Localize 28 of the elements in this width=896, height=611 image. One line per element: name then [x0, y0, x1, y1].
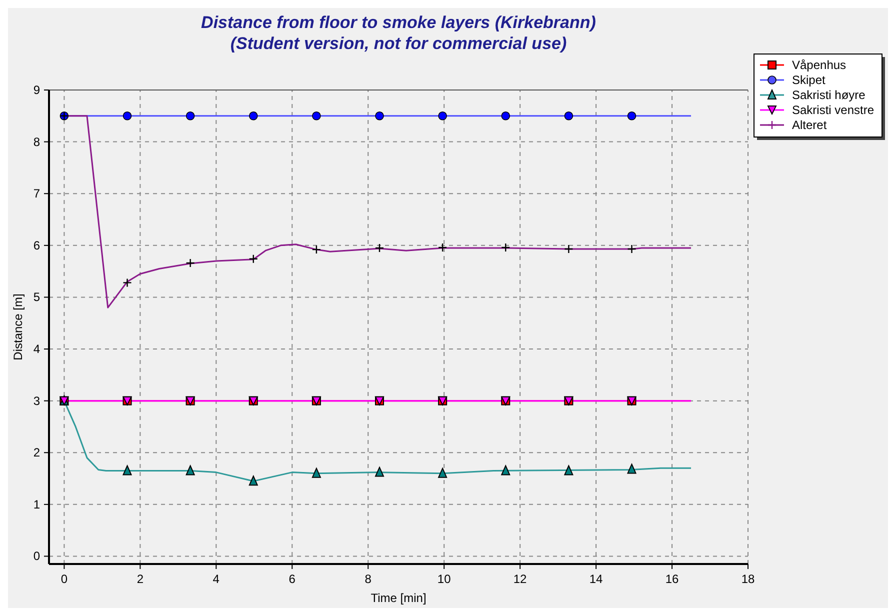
- y-tick-label: 1: [33, 497, 40, 512]
- x-tick-label: 4: [212, 572, 220, 586]
- legend-label: Sakristi høyre: [792, 88, 866, 102]
- y-tick-label: 4: [33, 342, 40, 356]
- y-tick-label: 5: [33, 290, 40, 304]
- y-tick-label: 6: [33, 238, 40, 252]
- x-tick-label: 14: [589, 572, 604, 586]
- y-axis-title: Distance [m]: [11, 294, 25, 360]
- chart-title: Distance from floor to smoke layers (Kirkebrann) (Student version, not for commercial use): [201, 13, 596, 53]
- x-axis-title: Time [min]: [370, 591, 426, 605]
- legend-label: Våpenhus: [792, 58, 846, 72]
- y-tick-label: 0: [33, 549, 40, 564]
- legend-label: Alteret: [792, 118, 828, 132]
- x-tick-label: 18: [741, 572, 755, 586]
- x-tick-label: 12: [513, 572, 528, 586]
- legend-label: Sakristi venstre: [792, 103, 874, 117]
- x-tick-label: 16: [665, 572, 680, 586]
- x-tick-label: 10: [437, 572, 452, 586]
- x-tick-label: 8: [364, 572, 372, 586]
- x-tick-label: 0: [60, 572, 68, 586]
- y-tick-label: 7: [33, 186, 40, 201]
- y-tick-label: 9: [33, 83, 40, 97]
- y-tick-label: 2: [33, 446, 40, 460]
- x-tick-label: 2: [136, 572, 144, 586]
- y-tick-label: 3: [33, 394, 40, 408]
- legend-label: Skipet: [792, 73, 826, 87]
- y-tick-label: 8: [33, 134, 40, 149]
- x-tick-label: 6: [288, 572, 296, 586]
